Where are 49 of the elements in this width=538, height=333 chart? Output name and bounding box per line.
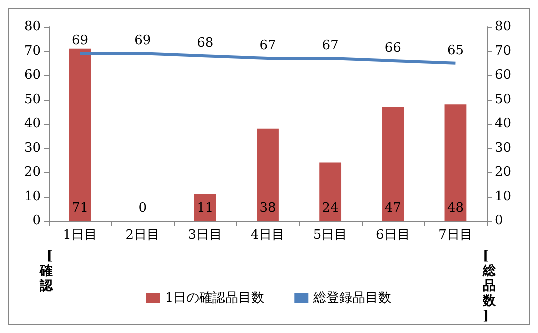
y-tick-label: 0 [32,214,41,228]
bar [194,194,216,221]
data-label: 71 [72,201,89,216]
y-tick-label: 20 [24,165,41,180]
x-tick-label: 5日目 [313,228,348,243]
data-label: 48 [447,201,464,216]
bar [257,128,279,221]
y2-tick-label: 40 [495,116,512,132]
data-label: 65 [447,43,464,58]
bar [444,104,467,221]
y-tick-label: 60 [24,68,41,83]
data-label: 24 [322,201,339,216]
x-tick-label: 6日目 [376,228,410,243]
y-tick-label: 30 [24,140,41,156]
data-label: 11 [197,201,214,216]
y2-tick-label: 30 [495,140,512,156]
y-tick-label: 70 [24,44,41,59]
data-label: 66 [384,40,402,56]
x-tick-label: 7日目 [438,228,473,243]
y2-tick-label: 60 [495,68,512,83]
bar [320,162,342,221]
data-label: 67 [260,38,276,54]
bar [382,107,404,221]
data-label: 47 [384,201,402,216]
y-tick-label: 10 [24,189,41,204]
y-tick-label: 40 [24,116,41,132]
y2-tick-label: 20 [495,165,512,180]
bar [69,48,92,221]
data-label: 38 [260,201,276,216]
data-label: 68 [197,36,214,52]
x-tick-label: 1日目 [63,228,98,243]
data-label: 69 [134,34,152,49]
y-axis-title: [確認 [39,249,54,294]
y-tick-label: 50 [24,92,41,108]
y2-axis-title: [総品数] [482,249,497,324]
x-tick-label: 3日目 [188,228,223,243]
x-tick-label: 2日目 [126,228,160,243]
y2-tick-label: 50 [495,92,512,108]
legend-label: 総登録品目数 [312,291,392,306]
x-tick-label: 4日目 [250,228,286,243]
data-label: 67 [322,38,339,54]
y2-tick-label: 70 [495,44,512,59]
y2-tick-label: 0 [495,214,504,228]
data-label: 0 [138,201,147,216]
data-label: 69 [72,34,89,49]
y2-tick-label: 80 [495,20,512,34]
legend-label: 1日の確認品目数 [165,291,265,306]
y2-tick-label: 10 [495,189,512,204]
y-tick-label: 80 [24,20,41,34]
